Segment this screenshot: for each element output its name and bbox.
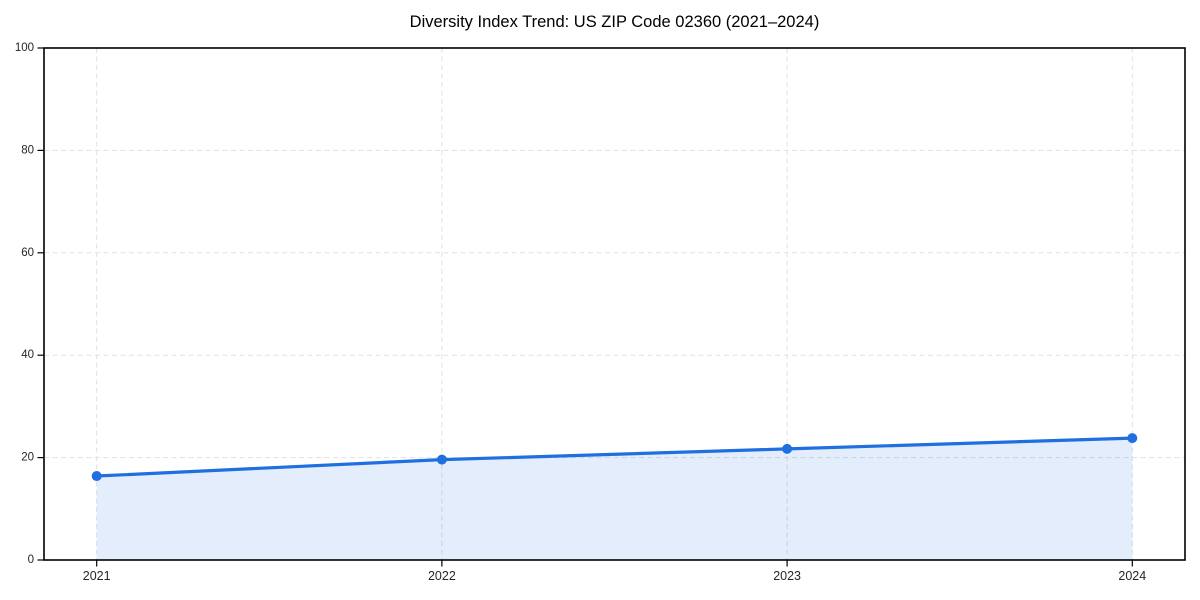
x-tick-label: 2024 — [1118, 569, 1146, 583]
data-point-2022 — [436, 454, 447, 465]
data-point-2021 — [91, 471, 102, 482]
data-point-2023 — [782, 443, 793, 454]
y-tick-label: 60 — [21, 247, 34, 259]
trend-line — [95, 436, 1134, 478]
y-tick-label: 80 — [21, 144, 34, 156]
data-point-2024 — [1127, 433, 1138, 444]
y-tick-label: 20 — [21, 452, 34, 464]
x-tick-label: 2022 — [428, 569, 456, 583]
chart-title: Diversity Index Trend: US ZIP Code 02360… — [409, 13, 820, 31]
y-tick-label: 100 — [15, 42, 34, 54]
x-tick-label: 2023 — [773, 569, 801, 583]
y-tick-label: 0 — [28, 554, 34, 566]
area-fill — [96, 438, 1133, 560]
y-tick-label: 40 — [21, 349, 34, 361]
x-tick-label: 2021 — [83, 569, 111, 583]
plot-border — [43, 47, 1186, 561]
